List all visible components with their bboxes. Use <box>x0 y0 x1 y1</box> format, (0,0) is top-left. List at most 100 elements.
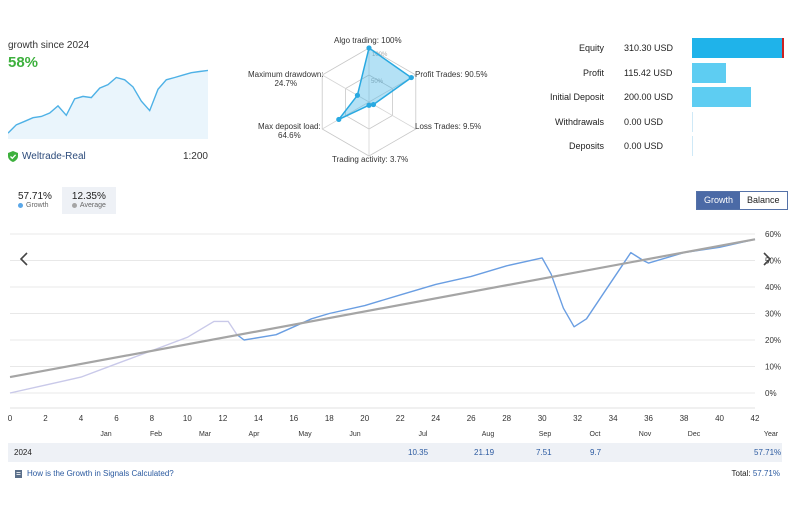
month-label: Apr <box>249 431 261 438</box>
month-label: Sep <box>539 431 552 438</box>
stat-value: 0.00 USD <box>624 116 664 127</box>
x-tick-label: 36 <box>644 414 653 423</box>
month-label: Aug <box>482 431 495 438</box>
trend-line <box>9 238 756 379</box>
tab-average-value[interactable]: 12.35% Average <box>61 187 116 214</box>
max-deposit-load-title: Max deposit load: <box>258 122 321 131</box>
radar-label-max-drawdown: Maximum drawdown: 24.7% <box>248 70 324 88</box>
growth-tab-value: 57.71% <box>18 191 52 202</box>
radar-label-trading-activity: Trading activity: 3.7% <box>332 155 409 164</box>
max-drawdown-title: Maximum drawdown: <box>248 70 324 79</box>
month-label: Oct <box>590 431 601 438</box>
tab-growth-value[interactable]: 57.71% Growth <box>8 187 62 214</box>
x-tick-label: 24 <box>431 414 440 423</box>
chevron-left-icon[interactable] <box>19 252 28 266</box>
x-tick-label: 0 <box>8 414 13 423</box>
x-tick-label: 30 <box>538 414 547 423</box>
growth-summary: growth since 2024 58% Weltrade-Real 1:20… <box>8 40 208 165</box>
month-label: Feb <box>150 431 162 438</box>
stat-bar <box>692 38 784 58</box>
radar-chart: 100%50% <box>321 45 417 157</box>
month-value-oct[interactable]: 9.7 <box>590 448 602 457</box>
x-tick-label: 4 <box>79 414 84 423</box>
balance-mode-button[interactable]: Balance <box>740 192 787 209</box>
month-label: Dec <box>688 431 701 438</box>
x-tick-label: 22 <box>396 414 405 423</box>
month-label: Mar <box>199 431 212 438</box>
month-label: Jan <box>100 431 111 438</box>
max-deposit-load-value: 64.6% <box>278 131 301 140</box>
radar-point <box>336 116 342 123</box>
max-drawdown-value: 24.7% <box>274 79 298 88</box>
growth-average-tabs: 57.71% Growth 12.35% Average <box>8 187 116 214</box>
x-tick-label: 26 <box>467 414 476 423</box>
x-tick-label: 10 <box>183 414 192 423</box>
x-tick-label: 38 <box>680 414 689 423</box>
radar-label-max-deposit-load: Max deposit load: 64.6% <box>258 122 321 140</box>
average-tab-value: 12.35% <box>71 191 106 202</box>
stat-row-initial-deposit: Initial Deposit 200.00 USD <box>520 87 790 109</box>
stat-row-deposits: Deposits 0.00 USD <box>520 136 790 158</box>
radar-grid-label-50: 50% <box>371 79 384 85</box>
stat-label: Deposits <box>568 141 604 151</box>
month-label: Nov <box>639 431 652 438</box>
month-label: Year <box>764 431 779 438</box>
x-tick-label: 42 <box>751 414 760 423</box>
mini-chart-area <box>8 70 208 139</box>
x-tick-label: 14 <box>254 414 263 423</box>
stat-bar <box>692 87 751 107</box>
x-tick-label: 34 <box>609 414 618 423</box>
stat-bar <box>692 111 693 132</box>
year-label: 2024 <box>14 448 32 457</box>
chevron-right-icon[interactable] <box>763 252 772 266</box>
growth-dot-icon <box>18 203 23 208</box>
stat-row-equity: Equity 310.30 USD <box>520 38 790 60</box>
total-label: Total: <box>731 469 751 478</box>
broker-link[interactable]: Weltrade-Real <box>8 151 86 162</box>
total-growth: Total: 57.71% <box>732 469 781 478</box>
stat-value: 115.42 USD <box>624 67 673 78</box>
growth-mode-button[interactable]: Growth <box>697 192 741 209</box>
shield-check-icon <box>8 151 18 162</box>
radar-axis <box>368 101 416 130</box>
month-value-jul[interactable]: 10.35 <box>408 448 429 457</box>
risk-radar: 100% 50% Algo trading: 100% Profit Trades… <box>240 32 500 172</box>
stat-row-withdrawals: Withdrawals 0.00 USD <box>520 111 790 134</box>
x-tick-label: 16 <box>289 414 298 423</box>
month-value-sep[interactable]: 7.51 <box>536 448 552 457</box>
x-tick-label: 18 <box>325 414 334 423</box>
x-tick-label: 6 <box>114 414 119 423</box>
stat-value: 310.30 USD <box>624 43 674 53</box>
stat-label: Profit <box>582 67 604 78</box>
total-value: 57.71% <box>752 469 780 478</box>
stat-row-profit: Profit 115.42 USD <box>520 62 790 85</box>
stat-value: 200.00 USD <box>624 92 674 102</box>
chart-mode-toggle: Growth Balance <box>696 191 788 210</box>
y-tick-label: 50% <box>765 257 781 266</box>
radar-axis <box>322 74 370 103</box>
radar-point <box>408 74 414 81</box>
y-tick-label: 20% <box>765 336 781 345</box>
radar-label-profit-trades: Profit Trades: 90.5% <box>415 70 488 79</box>
growth-calculation-text: How is the Growth in Signals Calculated? <box>27 469 174 478</box>
stat-label: Initial Deposit <box>549 92 604 102</box>
month-label: May <box>298 431 312 438</box>
mini-chart-line <box>8 69 208 134</box>
growth-line <box>236 238 756 341</box>
radar-point <box>366 45 372 51</box>
month-value-aug[interactable]: 21.19 <box>474 448 495 457</box>
stat-label: Equity <box>578 43 604 53</box>
x-tick-label: 8 <box>150 414 155 423</box>
radar-point <box>366 102 372 108</box>
x-tick-label: 40 <box>715 414 724 423</box>
y-tick-label: 0% <box>765 389 777 398</box>
x-tick-label: 2 <box>43 414 48 423</box>
x-tick-label: 12 <box>218 414 227 423</box>
month-label: Jun <box>349 431 360 438</box>
radar-label-loss-trades: Loss Trades: 9.5% <box>415 122 482 131</box>
growth-calculation-link[interactable]: How is the Growth in Signals Calculated? <box>15 469 174 478</box>
y-tick-label: 30% <box>765 310 781 319</box>
mini-growth-chart <box>8 69 208 139</box>
broker-name: Weltrade-Real <box>22 151 86 162</box>
year-total-value: 57.71% <box>754 448 782 457</box>
